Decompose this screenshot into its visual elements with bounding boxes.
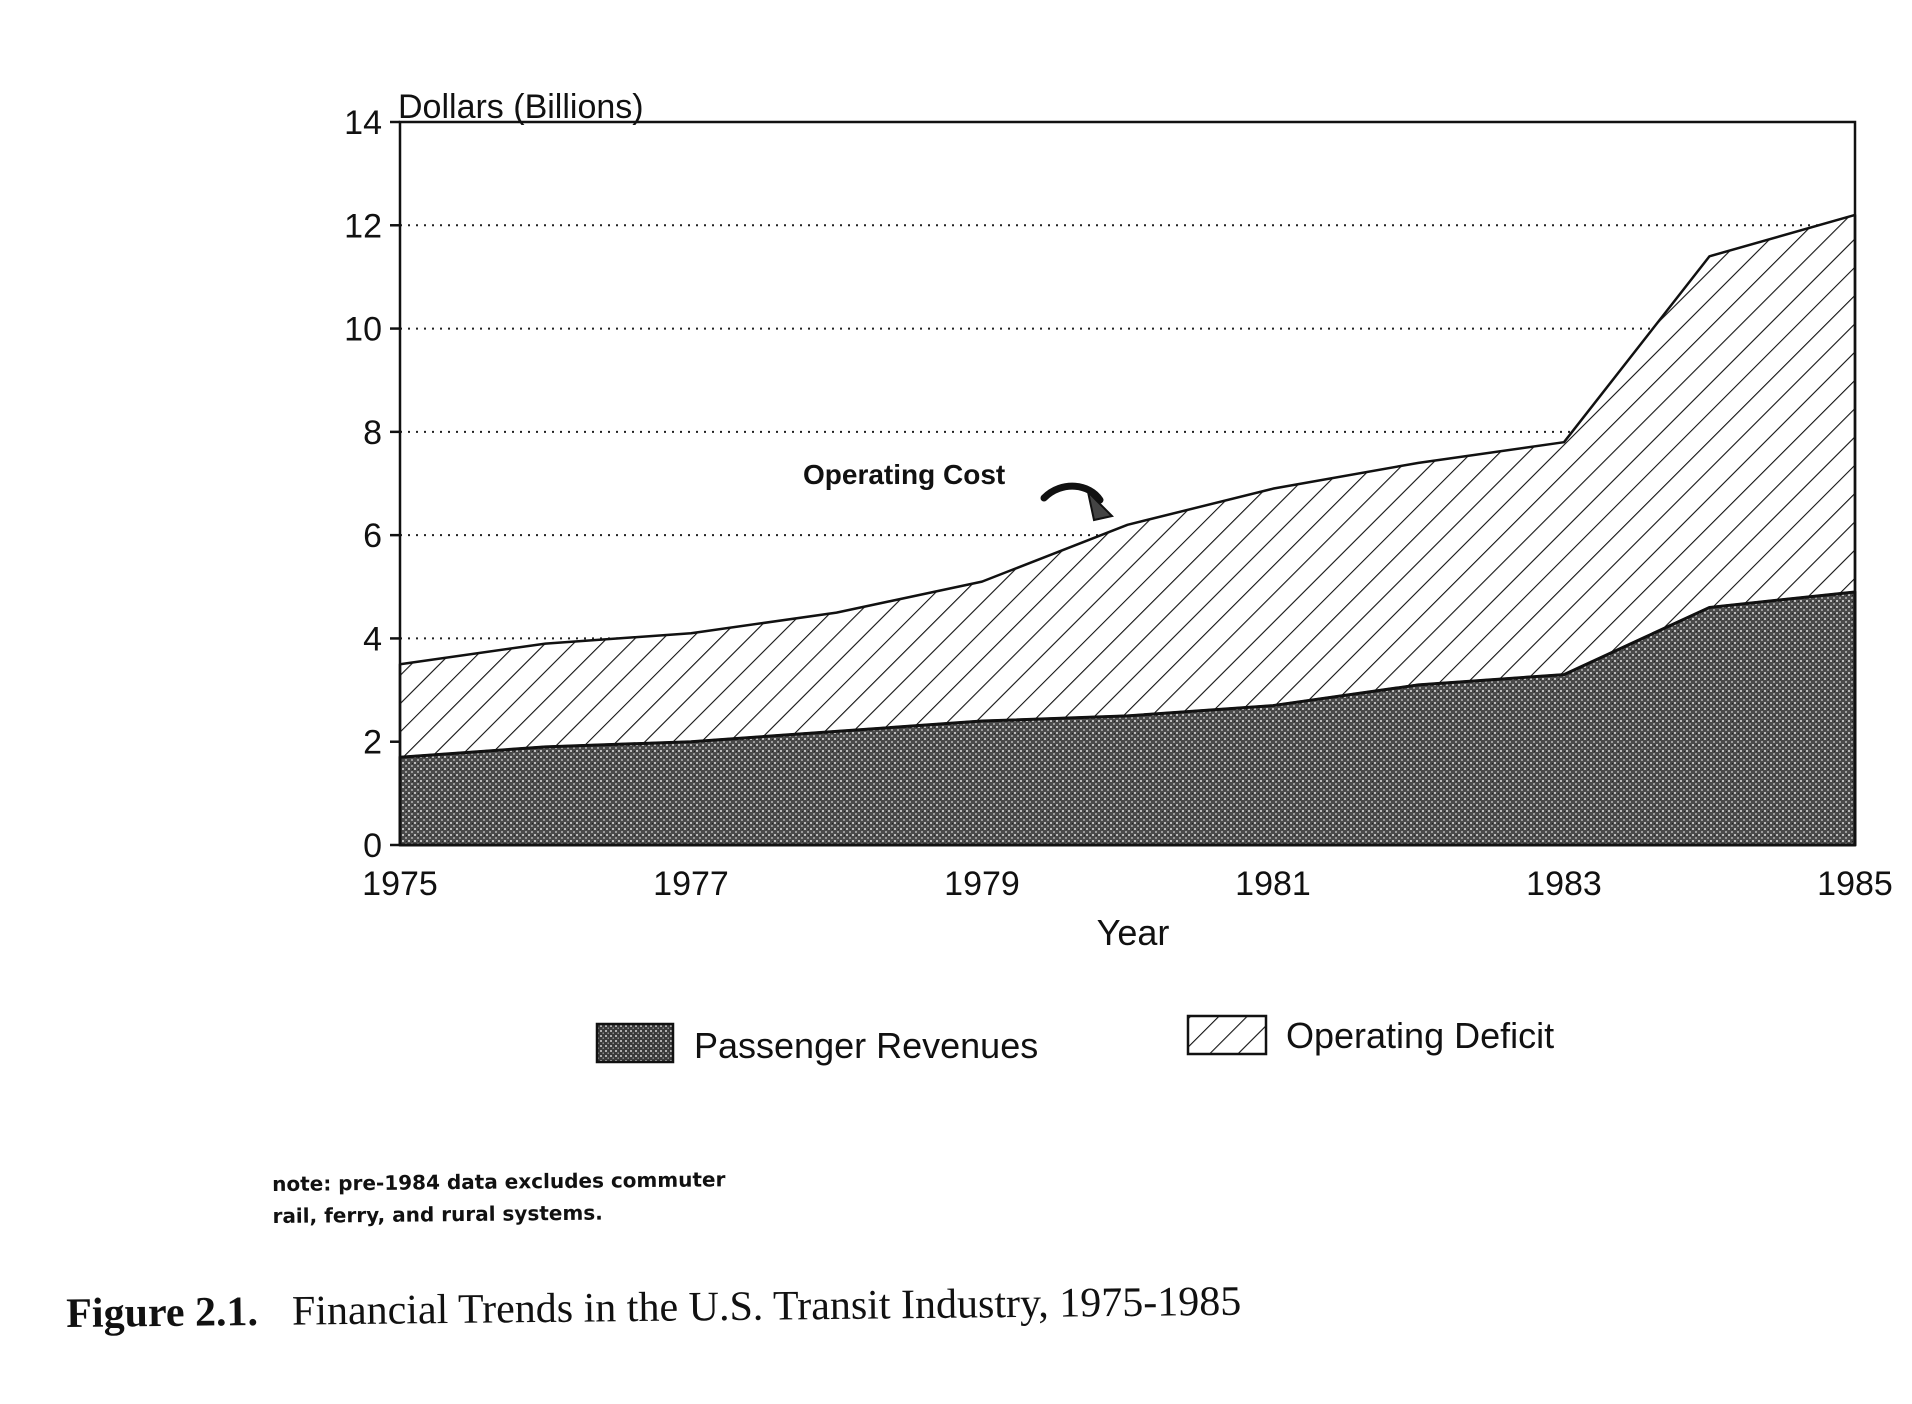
figure-number: Figure 2.1. [66, 1288, 259, 1337]
x-tick-label-1979: 1979 [944, 865, 1020, 903]
note-line-1: note: pre-1984 data excludes commuter [272, 1167, 726, 1196]
legend-label-passenger-revenues: Passenger Revenues [694, 1025, 1038, 1066]
operating-cost-annotation: Operating Cost [803, 459, 1114, 522]
legend-item-operating-deficit: Operating Deficit [1186, 1014, 1554, 1056]
y-tick-label-2: 2 [363, 724, 382, 762]
plot-frame [398, 120, 1857, 847]
legend-swatch-operating-deficit [1186, 1014, 1268, 1056]
x-tick-label-1983: 1983 [1526, 865, 1602, 903]
x-tick-label-1981: 1981 [1235, 865, 1311, 903]
x-axis-ticks: 1975 1977 1979 1981 1983 1985 [362, 865, 1893, 903]
x-tick-label-1975: 1975 [362, 865, 438, 903]
legend: Passenger Revenues Operating Deficit [595, 1014, 1554, 1066]
legend-swatch-passenger-revenues [595, 1022, 675, 1064]
y-axis-ticks: 0 2 4 6 8 10 12 14 [344, 104, 400, 865]
y-axis-label: Dollars (Billions) [398, 88, 644, 126]
y-tick-label-10: 10 [344, 311, 382, 349]
y-tick-label-6: 6 [363, 517, 382, 555]
legend-label-operating-deficit: Operating Deficit [1286, 1015, 1554, 1056]
legend-item-passenger-revenues: Passenger Revenues [595, 1022, 1038, 1066]
x-tick-label-1977: 1977 [653, 865, 729, 903]
curved-arrow-icon [1040, 482, 1114, 522]
y-tick-label-12: 12 [344, 207, 382, 245]
annotation-label: Operating Cost [803, 459, 1005, 490]
chart-note: note: pre-1984 data excludes commuter ra… [272, 1163, 726, 1232]
figure-title: Financial Trends in the U.S. Transit Ind… [291, 1278, 1242, 1335]
note-line-2: rail, ferry, and rural systems. [272, 1200, 603, 1228]
x-tick-label-1985: 1985 [1817, 865, 1893, 903]
y-tick-label-14: 14 [344, 104, 382, 142]
x-axis-label: Year [1097, 912, 1170, 953]
y-tick-label-8: 8 [363, 414, 382, 452]
area-series [398, 213, 1857, 847]
y-tick-label-4: 4 [363, 620, 382, 658]
plot-area [398, 120, 1857, 847]
y-tick-label-0: 0 [363, 827, 382, 865]
area-passenger-revenues [398, 590, 1857, 847]
